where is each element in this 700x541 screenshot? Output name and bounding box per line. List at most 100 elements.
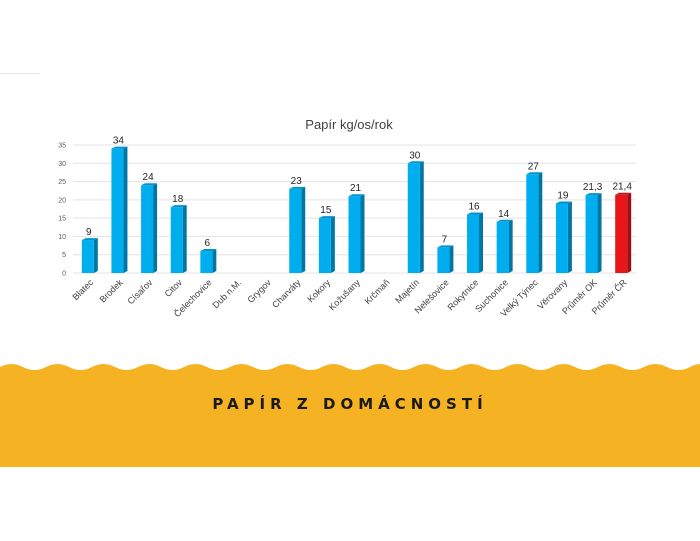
category-label: Dub n.M. bbox=[210, 277, 243, 310]
bar-top bbox=[200, 249, 217, 252]
data-label: 27 bbox=[528, 161, 540, 172]
bar-front bbox=[141, 185, 154, 273]
data-label: 34 bbox=[113, 136, 125, 147]
data-label: 21,3 bbox=[583, 182, 603, 193]
bar-side bbox=[153, 183, 158, 273]
data-label: 7 bbox=[442, 234, 448, 245]
data-label: 18 bbox=[172, 194, 184, 205]
banner-title: PAPÍR Z DOMÁCNOSTÍ bbox=[212, 395, 488, 413]
bar-side bbox=[508, 219, 513, 273]
bar-side bbox=[330, 216, 335, 273]
category-label: Charváty bbox=[270, 277, 303, 310]
bar-front bbox=[170, 207, 183, 273]
bar-side bbox=[182, 205, 187, 273]
bar-front bbox=[289, 188, 302, 273]
bar bbox=[496, 219, 513, 273]
category-label: Kožušany bbox=[327, 277, 362, 312]
y-tick-label: 15 bbox=[58, 216, 66, 223]
data-label: 21,4 bbox=[612, 182, 632, 193]
bar bbox=[200, 249, 217, 273]
data-label: 30 bbox=[409, 150, 421, 161]
bar-side bbox=[538, 172, 543, 273]
category-label: Blatec bbox=[70, 277, 95, 302]
bar-side bbox=[567, 201, 572, 273]
category-label: Grygov bbox=[245, 277, 273, 305]
y-tick-label: 25 bbox=[58, 179, 66, 186]
bar-top bbox=[526, 172, 543, 175]
bar-top bbox=[348, 194, 365, 197]
bar-chart: Papír kg/os/rok 0 5 10 15 20 25 30 35 9 34 24 18 6 2… bbox=[58, 117, 636, 319]
bar-top bbox=[318, 216, 335, 219]
data-label: 23 bbox=[291, 176, 303, 187]
bar bbox=[555, 201, 572, 273]
category-label: Krčmaň bbox=[363, 277, 392, 306]
bar-top bbox=[467, 212, 484, 215]
bar-side bbox=[449, 245, 454, 273]
bar-series bbox=[81, 146, 632, 273]
category-label: Císařov bbox=[125, 277, 154, 306]
bar-front bbox=[615, 194, 628, 273]
bar bbox=[615, 192, 632, 273]
bar-front bbox=[111, 148, 124, 273]
data-label: 14 bbox=[498, 209, 510, 220]
data-label: 6 bbox=[205, 238, 211, 249]
bar-front bbox=[407, 163, 420, 273]
bar bbox=[348, 194, 365, 273]
bar bbox=[141, 183, 158, 273]
bar-front bbox=[200, 251, 213, 273]
banner-wave-shape bbox=[0, 364, 700, 467]
bar-top bbox=[407, 161, 424, 164]
bar-front bbox=[555, 203, 568, 273]
y-tick-label: 20 bbox=[58, 197, 66, 204]
bar-top bbox=[111, 146, 128, 149]
data-label: 15 bbox=[320, 205, 332, 216]
bar bbox=[81, 238, 98, 273]
bar bbox=[526, 172, 543, 273]
data-label: 19 bbox=[557, 191, 569, 202]
bar-side bbox=[212, 249, 217, 273]
bar-front bbox=[526, 174, 539, 273]
bar-side bbox=[123, 146, 128, 273]
data-label: 21 bbox=[350, 183, 362, 194]
bar-top bbox=[437, 245, 454, 248]
bar-side bbox=[419, 161, 424, 273]
y-tick-label: 35 bbox=[58, 143, 66, 150]
category-label: Kokory bbox=[305, 277, 332, 304]
bar-front bbox=[496, 221, 509, 273]
data-label: 24 bbox=[143, 172, 155, 183]
bar bbox=[437, 245, 454, 273]
bar-top bbox=[170, 205, 187, 208]
bar-top bbox=[615, 192, 632, 195]
data-label: 16 bbox=[468, 201, 480, 212]
bar-front bbox=[318, 218, 331, 273]
bar bbox=[289, 186, 306, 273]
y-tick-label: 0 bbox=[62, 271, 66, 278]
bar-top bbox=[141, 183, 158, 186]
bar-side bbox=[360, 194, 365, 273]
bar-front bbox=[437, 247, 450, 273]
bar bbox=[318, 216, 335, 273]
y-tick-label: 10 bbox=[58, 234, 66, 241]
chart-title: Papír kg/os/rok bbox=[305, 117, 393, 132]
data-labels: 9 34 24 18 6 23 15 21 30 7 16 14 27 19 21,3 21,4 bbox=[86, 136, 632, 249]
bar-top bbox=[496, 219, 513, 222]
bar bbox=[585, 193, 602, 273]
y-axis: 0 5 10 15 20 25 30 35 bbox=[58, 143, 66, 278]
divider-line bbox=[0, 73, 40, 74]
bar-top bbox=[81, 238, 98, 241]
bar-front bbox=[81, 240, 94, 273]
category-label: Brodek bbox=[98, 277, 126, 305]
bar-side bbox=[479, 212, 484, 273]
bar-front bbox=[467, 214, 480, 273]
bar-top bbox=[555, 201, 572, 204]
bar bbox=[170, 205, 187, 273]
y-tick-label: 5 bbox=[62, 252, 66, 259]
category-label: Citov bbox=[163, 277, 185, 299]
bar-side bbox=[93, 238, 98, 273]
bar-front bbox=[585, 195, 598, 273]
data-label: 9 bbox=[86, 227, 92, 238]
bar bbox=[407, 161, 424, 273]
bar-side bbox=[301, 186, 306, 273]
